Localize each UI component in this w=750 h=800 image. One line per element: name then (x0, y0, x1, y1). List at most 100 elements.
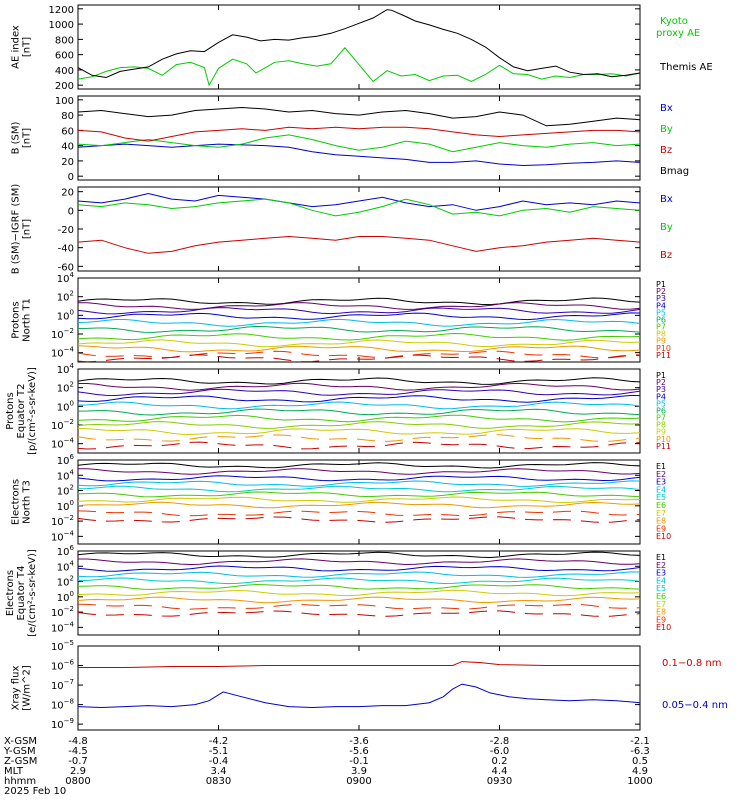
legend-label: E10 (656, 532, 671, 541)
x-axis-value: -0.4 (209, 756, 229, 767)
legend-label: P7 (656, 323, 666, 332)
legend-label: E1 (656, 553, 666, 562)
y-axis-label: Protons (5, 392, 16, 429)
series-line-p4 (77, 312, 641, 321)
series-line-p10 (77, 434, 641, 443)
series-line-0-1-0-8-nm (78, 661, 640, 668)
y-tick-label: -20 (58, 225, 74, 236)
x-axis-value: -3.6 (349, 736, 369, 747)
legend-label: By (660, 222, 673, 233)
y-tick-label: 1000 (49, 20, 74, 31)
legend-label: E7 (656, 509, 666, 518)
y-axis-label: Equator T4 (16, 566, 27, 621)
legend-label: P5 (656, 308, 666, 317)
x-axis-value: -5.1 (209, 746, 229, 757)
y-axis-label: [nT] (22, 128, 33, 148)
series-line-p3 (77, 388, 641, 397)
legend-label: P6 (656, 406, 666, 415)
y-tick-label: 10−8 (51, 698, 74, 712)
x-axis-row-label: hhmm (4, 776, 36, 787)
legend-label: P1 (656, 371, 666, 380)
y-tick-label: 104 (57, 559, 75, 573)
series-line-e9 (77, 603, 641, 610)
series-line-e2 (78, 468, 641, 475)
y-tick-label: 0 (68, 206, 74, 217)
y-axis-label: [nT] (22, 37, 33, 57)
x-axis-value: -6.3 (630, 746, 650, 757)
y-tick-label: 10−4 (51, 437, 75, 451)
legend-label: 0.05−0.4 nm (662, 700, 728, 711)
y-tick-label: 106 (57, 453, 75, 467)
series-line-bz (77, 126, 641, 142)
y-tick-label: 800 (55, 35, 74, 46)
legend-label: Bx (660, 103, 673, 114)
legend-label: Bmag (660, 166, 689, 177)
y-axis-label: North T3 (22, 480, 33, 524)
legend-label: E3 (656, 569, 666, 578)
legend-label: E5 (656, 584, 666, 593)
legend-label: Themis AE (659, 62, 713, 73)
legend-label: 0.1−0.8 nm (662, 658, 721, 669)
legend-label: E2 (656, 561, 666, 570)
series-line-p9 (77, 427, 641, 436)
y-tick-label: 10−4 (51, 620, 75, 634)
y-tick-label: 10−2 (51, 418, 74, 432)
series-line-kyoto (77, 47, 641, 87)
series-line-e1 (77, 462, 641, 469)
y-tick-label: 20 (61, 157, 74, 168)
legend-label: P7 (656, 414, 666, 423)
y-tick-label: 106 (57, 544, 75, 558)
series-line-p2 (77, 302, 641, 310)
legend-label: Bx (660, 194, 673, 205)
y-tick-label: 104 (57, 362, 75, 376)
series-line-p6 (77, 408, 641, 416)
series-line-p1 (77, 377, 641, 385)
y-tick-label: 10−4 (51, 529, 75, 543)
series-line-e10 (77, 516, 641, 523)
y-tick-label: 80 (61, 111, 74, 122)
x-axis-row-label: MLT (4, 766, 24, 777)
legend-label: E9 (656, 615, 666, 624)
series-line-e3 (77, 565, 641, 572)
y-tick-label: 200 (55, 81, 74, 92)
legend-label: P2 (656, 378, 666, 387)
legend-label: P8 (656, 330, 666, 339)
series-line-bx (77, 143, 641, 167)
series-line-e7 (77, 589, 641, 597)
legend-label: E6 (656, 501, 666, 510)
y-axis-label: [e/(cm²-s-sr-keV)] (27, 549, 38, 637)
legend-label: By (660, 124, 673, 135)
legend-label: E7 (656, 600, 666, 609)
x-axis-row-label: Z-GSM (4, 756, 37, 767)
series-line-p11 (77, 354, 641, 363)
panel-frame (77, 186, 641, 272)
y-tick-label: 102 (57, 575, 74, 589)
series-line-p7 (77, 414, 641, 423)
legend-label: E6 (656, 592, 666, 601)
y-tick-label: 20 (61, 188, 74, 199)
y-axis-label: AE index (11, 25, 22, 69)
series-line-p11 (77, 441, 641, 450)
y-tick-label: 10−2 (51, 327, 74, 341)
x-axis-value: -0.1 (349, 756, 369, 767)
legend-label: E10 (656, 623, 671, 632)
series-line-p5 (77, 318, 641, 327)
y-tick-label: 104 (57, 468, 75, 482)
y-axis-label: [nT] (22, 219, 33, 239)
legend-label: E5 (656, 493, 666, 502)
y-tick-label: 40 (61, 142, 74, 153)
panel-frame (77, 550, 641, 636)
series-line-p10 (77, 350, 641, 359)
legend-label: E4 (656, 576, 666, 585)
y-axis-label: Electrons (5, 570, 16, 616)
x-axis-value: 3.9 (351, 766, 367, 777)
y-tick-label: 600 (55, 51, 74, 62)
y-tick-label: 400 (55, 66, 74, 77)
date-label: 2025 Feb 10 (4, 786, 66, 797)
x-axis-value: -4.2 (209, 736, 229, 747)
y-tick-label: 10−2 (51, 514, 74, 528)
legend-label: P8 (656, 421, 666, 430)
x-axis-value: -4.5 (68, 746, 88, 757)
y-tick-label: -60 (58, 262, 74, 273)
